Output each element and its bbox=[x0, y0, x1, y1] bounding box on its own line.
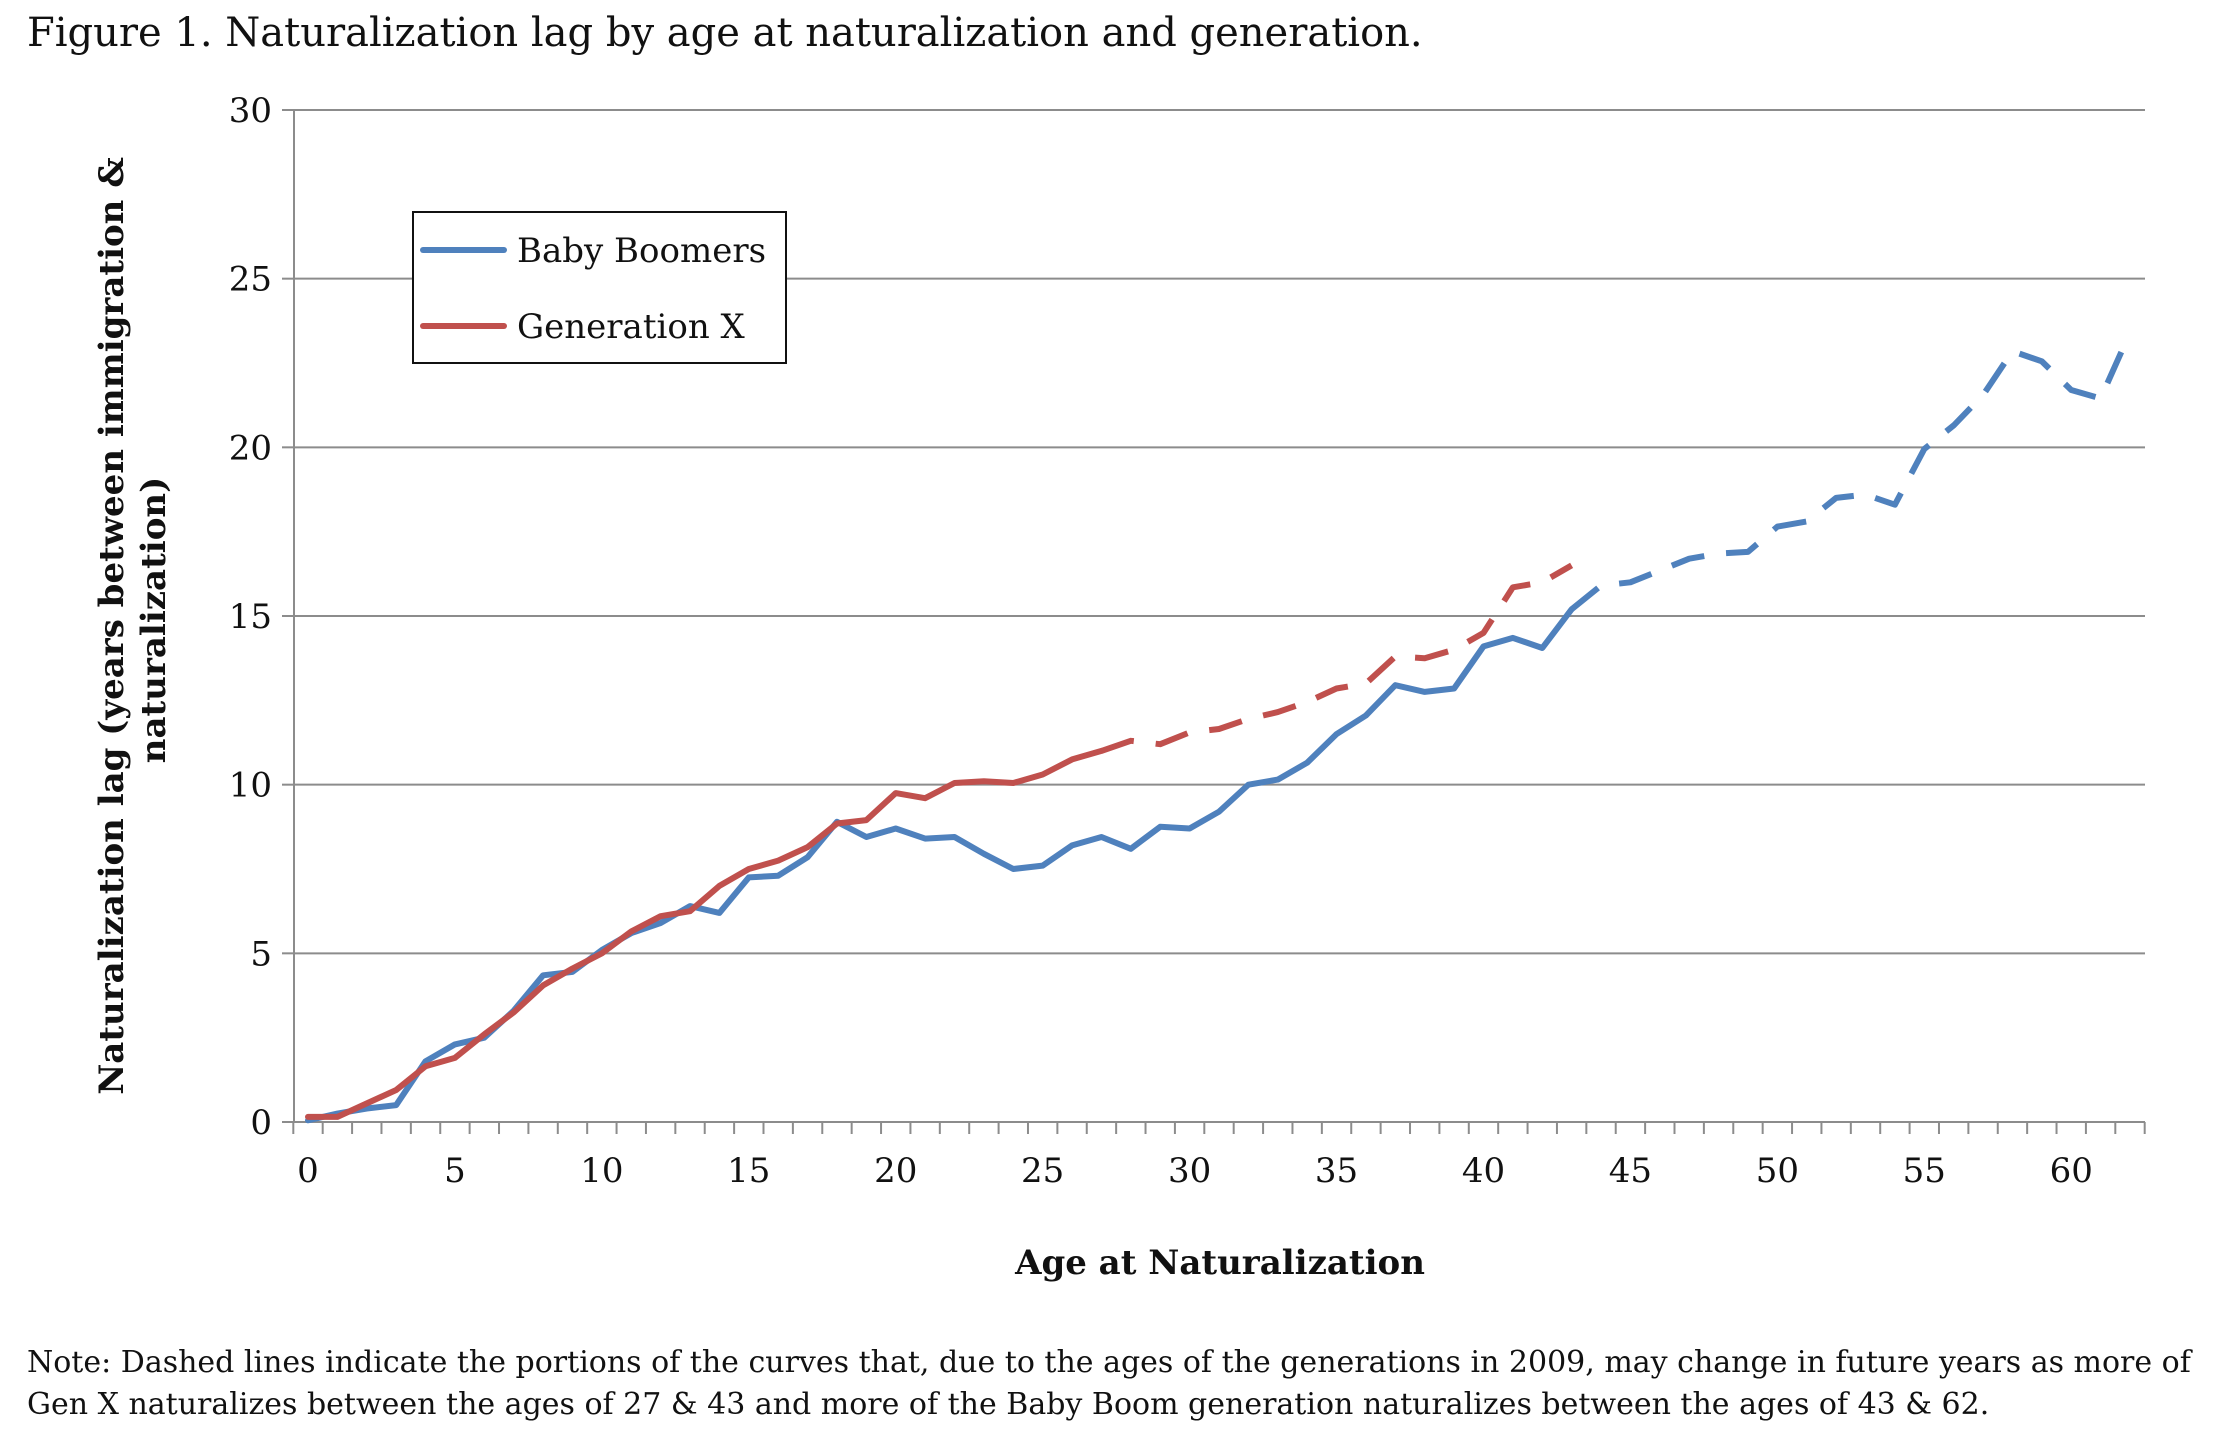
x-axis-title: Age at Naturalization bbox=[1014, 1243, 1425, 1283]
x-tick-label: 20 bbox=[874, 1151, 917, 1191]
y-axis-title-line-2: naturalization) bbox=[134, 477, 174, 763]
legend: Baby Boomers Generation X bbox=[412, 211, 787, 364]
line-chart: 0 5 10 15 20 25 30 0 5 10 15 20 25 30 35 40 45 50 55 60 Ag… bbox=[92, 91, 2146, 1283]
figure-title: Figure 1. Naturalization lag by age at n… bbox=[27, 10, 1423, 56]
y-tick-label: 25 bbox=[229, 260, 272, 300]
x-tick-label: 50 bbox=[1756, 1151, 1799, 1191]
legend-box bbox=[412, 211, 787, 364]
series-line-baby-boomers-solid bbox=[305, 606, 1575, 1124]
y-tick-label: 5 bbox=[250, 934, 272, 974]
y-tick-label: 30 bbox=[229, 91, 272, 131]
y-tick-label: 20 bbox=[229, 428, 272, 468]
x-tick-label: 35 bbox=[1315, 1151, 1358, 1191]
x-tick-label: 0 bbox=[297, 1151, 319, 1191]
x-tick-label: 60 bbox=[2050, 1151, 2093, 1191]
axes bbox=[282, 109, 2146, 1134]
series-line-generation-x-solid bbox=[305, 747, 1105, 1120]
x-tick-label: 40 bbox=[1462, 1151, 1505, 1191]
y-tick-label: 10 bbox=[229, 766, 272, 806]
x-tick-label: 15 bbox=[727, 1151, 770, 1191]
x-tick-label: 30 bbox=[1168, 1151, 1211, 1191]
series-line-generation-x-dashed bbox=[1100, 562, 1574, 754]
series-line-baby-boomers-dashed bbox=[1569, 331, 2133, 612]
x-tick-label: 10 bbox=[580, 1151, 623, 1191]
y-tick-label: 15 bbox=[229, 597, 272, 637]
legend-label-generation-x: Generation X bbox=[517, 307, 746, 347]
x-tick-label: 55 bbox=[1903, 1151, 1946, 1191]
y-tick-label: 0 bbox=[250, 1103, 272, 1143]
series-lines bbox=[305, 331, 2133, 1124]
y-axis-title: Naturalization lag (years between immigr… bbox=[92, 145, 174, 1095]
x-tick-label: 25 bbox=[1021, 1151, 1064, 1191]
legend-label-baby-boomers: Baby Boomers bbox=[517, 231, 766, 271]
y-axis-title-line-1: Naturalization lag (years between immigr… bbox=[92, 157, 132, 1095]
x-tick-label: 45 bbox=[1609, 1151, 1652, 1191]
x-tick-labels: 0 5 10 15 20 25 30 35 40 45 50 55 60 bbox=[297, 1151, 2093, 1191]
y-tick-labels: 0 5 10 15 20 25 30 bbox=[229, 91, 272, 1143]
figure-note: Note: Dashed lines indicate the portions… bbox=[27, 1345, 2191, 1422]
x-tick-label: 5 bbox=[444, 1151, 466, 1191]
